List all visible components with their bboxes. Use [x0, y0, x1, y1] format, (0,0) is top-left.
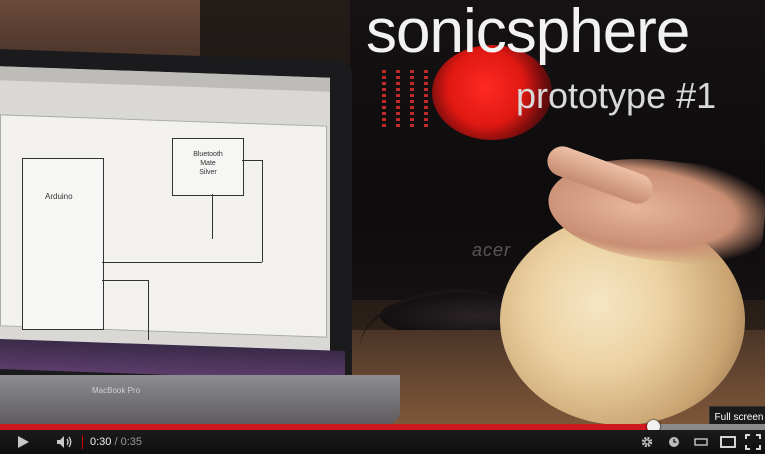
clock-icon	[669, 437, 679, 447]
wire	[212, 194, 213, 239]
wire	[148, 280, 149, 340]
play-button[interactable]	[10, 430, 36, 454]
control-bar: 0:30 / 0:35	[0, 430, 765, 454]
wire	[242, 160, 262, 161]
laptop-label: MacBook Pro	[92, 386, 141, 395]
settings-button[interactable]	[637, 430, 657, 454]
fullscreen-icon	[745, 434, 761, 450]
small-player-icon	[694, 438, 708, 446]
duration: 0:35	[120, 436, 143, 448]
laptop-base	[0, 375, 400, 424]
progress-bar[interactable]	[0, 420, 765, 433]
large-player-button[interactable]	[716, 430, 740, 454]
video-title-overlay: sonicsphere	[366, 0, 690, 66]
play-icon	[18, 436, 29, 448]
divider	[81, 435, 83, 449]
level-meter	[424, 70, 428, 130]
scrubber-handle[interactable]	[647, 420, 661, 433]
progress-played	[0, 424, 654, 430]
time-separator: /	[111, 436, 121, 448]
arduino-label: Arduino	[45, 192, 73, 201]
volume-button[interactable]	[52, 430, 78, 454]
bluetooth-block	[172, 138, 244, 196]
large-player-icon	[720, 436, 736, 448]
time-display: 0:30 / 0:35	[90, 430, 142, 454]
video-subtitle-overlay: prototype #1	[516, 75, 717, 116]
volume-icon	[57, 436, 72, 448]
monitor-brand: acer	[472, 240, 512, 260]
current-time: 0:30	[90, 436, 112, 448]
red-light	[432, 45, 552, 140]
volume-separator	[80, 430, 84, 454]
level-meter	[410, 70, 414, 130]
level-meter	[396, 70, 400, 130]
small-player-button[interactable]	[690, 430, 712, 454]
watch-later-button[interactable]	[664, 430, 684, 454]
bluetooth-label: Bluetooth Mate Silver	[193, 151, 223, 176]
fullscreen-button[interactable]	[742, 430, 764, 454]
wire	[262, 160, 263, 262]
wire	[102, 262, 262, 263]
wire	[102, 280, 148, 281]
level-meter	[382, 70, 386, 130]
arduino-block	[22, 158, 104, 330]
video-frame[interactable]: acer Arduino Bluetooth Mate Silver MacBo…	[0, 0, 765, 424]
gear-icon	[641, 436, 653, 448]
